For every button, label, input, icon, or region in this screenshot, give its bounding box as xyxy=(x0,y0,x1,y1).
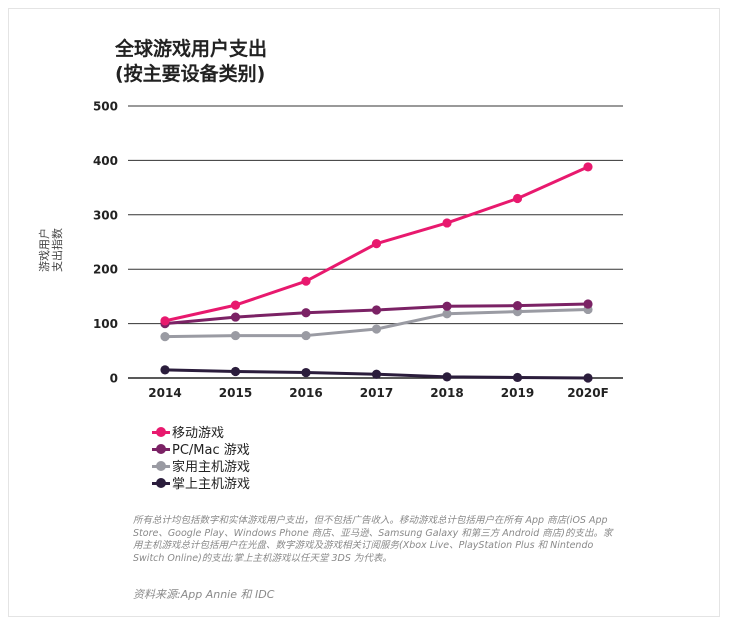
x-tick-label-2014: 2014 xyxy=(148,386,181,400)
data-point-s2-2015 xyxy=(230,330,241,341)
legend-item: PC/Mac 游戏 xyxy=(152,440,250,458)
x-tick-label-2016: 2016 xyxy=(289,386,322,400)
data-point-s2-2018 xyxy=(442,309,452,319)
footnote: 所有总计均包括数字和实体游戏用户支出，但不包括广告收入。移动游戏总计包括用户在所… xyxy=(133,515,613,564)
legend-label: PC/Mac 游戏 xyxy=(172,443,250,458)
data-point-s0-2019 xyxy=(512,193,523,204)
y-tick-label-100: 100 xyxy=(93,317,118,331)
data-point-s3-2020F xyxy=(583,373,593,383)
data-point-s2-2016 xyxy=(301,330,311,341)
data-point-s0-2016 xyxy=(301,276,311,286)
y-tick-label-300: 300 xyxy=(93,208,118,222)
chart-legend: 移动游戏 PC/Mac 游戏 家用主机游戏 掌上主机游戏 xyxy=(152,423,251,492)
data-point-s3-2017 xyxy=(371,369,382,379)
data-point-s1-2015 xyxy=(230,312,241,322)
data-point-s3-2018 xyxy=(442,372,452,382)
data-point-s1-2016 xyxy=(301,308,311,318)
legend-label: 掌上主机游戏 xyxy=(172,477,251,492)
data-point-s2-2014 xyxy=(160,332,170,342)
data-point-s0-2020F xyxy=(583,162,593,172)
source-note: 资料来源:App Annie 和 IDC xyxy=(133,588,275,601)
legend-swatch xyxy=(152,460,170,471)
legend-item: 掌上主机游戏 xyxy=(152,474,251,492)
x-tick-label-2020F: 2020F xyxy=(567,386,609,400)
legend-item: 移动游戏 xyxy=(152,423,250,441)
legend-label: 家用主机游戏 xyxy=(172,460,251,475)
data-point-s3-2014 xyxy=(160,365,170,375)
legend-swatch xyxy=(152,477,170,488)
data-point-s0-2014 xyxy=(160,316,170,326)
chart-title: 全球游戏用户支出 xyxy=(115,38,268,60)
y-tick-label-0: 0 xyxy=(110,372,118,386)
x-tick-label-2018: 2018 xyxy=(430,386,463,400)
x-tick-label-2015: 2015 xyxy=(219,386,252,400)
legend-swatch xyxy=(152,426,170,437)
legend-swatch xyxy=(152,443,170,454)
data-point-s0-2018 xyxy=(442,218,452,228)
chart-card xyxy=(8,8,720,617)
data-point-s3-2015 xyxy=(230,366,241,377)
data-point-s1-2018 xyxy=(442,301,452,311)
legend-label: 移动游戏 xyxy=(172,426,225,441)
y-tick-label-500: 500 xyxy=(93,100,118,114)
data-point-s1-2020F xyxy=(583,299,593,309)
chart-subtitle: (按主要设备类别) xyxy=(115,63,266,85)
data-point-s0-2015 xyxy=(230,300,241,310)
y-tick-label-400: 400 xyxy=(93,154,118,168)
y-tick-label-200: 200 xyxy=(93,263,118,277)
legend-item: 家用主机游戏 xyxy=(152,457,251,475)
data-point-s1-2017 xyxy=(371,305,382,315)
x-tick-label-2017: 2017 xyxy=(360,386,393,400)
data-point-s1-2019 xyxy=(512,301,523,311)
data-point-s0-2017 xyxy=(371,239,382,249)
x-tick-label-2019: 2019 xyxy=(501,386,534,400)
data-point-s2-2017 xyxy=(371,324,382,334)
data-point-s3-2019 xyxy=(512,372,523,383)
data-point-s3-2016 xyxy=(301,367,311,378)
